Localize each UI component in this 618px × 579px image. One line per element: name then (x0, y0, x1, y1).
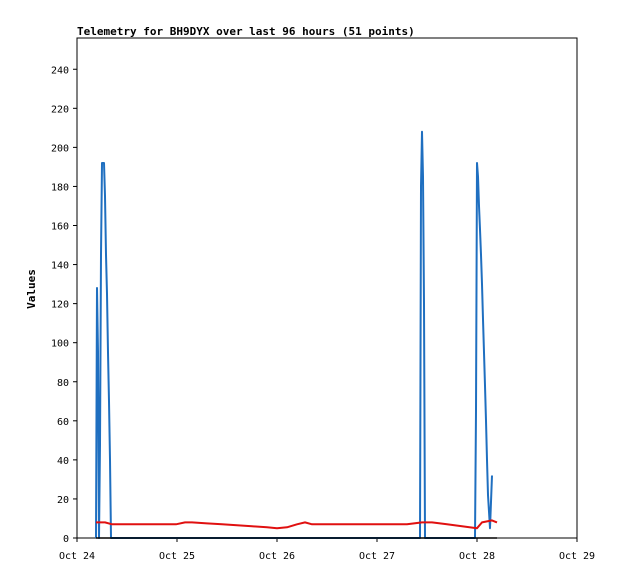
y-tick-label: 80 (57, 378, 69, 389)
y-tick-label: 100 (51, 339, 69, 350)
series-line-0 (95, 130, 493, 539)
x-tick-label: Oct 28 (459, 551, 495, 562)
plot-area (76, 37, 578, 539)
y-axis: 0 20 40 60 80 100 120 140 160 180 200 220 240 (51, 65, 77, 545)
y-tick-label: 60 (57, 417, 69, 428)
y-tick-label: 180 (51, 182, 69, 193)
x-tick-label: Oct 26 (259, 551, 295, 562)
y-axis-label: Values (25, 269, 38, 309)
x-axis: Oct 24 Oct 25 Oct 26 Oct 27 Oct 28 Oct 29 (59, 538, 595, 562)
y-tick-label: 20 (57, 495, 69, 506)
series-line-1 (96, 519, 498, 530)
y-tick-label: 200 (51, 143, 69, 154)
y-tick-label: 140 (51, 261, 69, 272)
x-tick-label: Oct 29 (559, 551, 595, 562)
y-tick-label: 40 (57, 456, 69, 467)
y-tick-label: 160 (51, 222, 69, 233)
x-tick-label: Oct 24 (59, 551, 95, 562)
y-tick-label: 120 (51, 300, 69, 311)
x-tick-label: Oct 27 (359, 551, 395, 562)
x-tick-label: Oct 25 (159, 551, 195, 562)
y-tick-label: 240 (51, 65, 69, 76)
chart-title: Telemetry for BH9DYX over last 96 hours … (77, 25, 415, 38)
plot-frame (76, 37, 578, 539)
series-layer (95, 130, 498, 539)
y-tick-label: 0 (63, 534, 69, 545)
y-tick-label: 220 (51, 104, 69, 115)
